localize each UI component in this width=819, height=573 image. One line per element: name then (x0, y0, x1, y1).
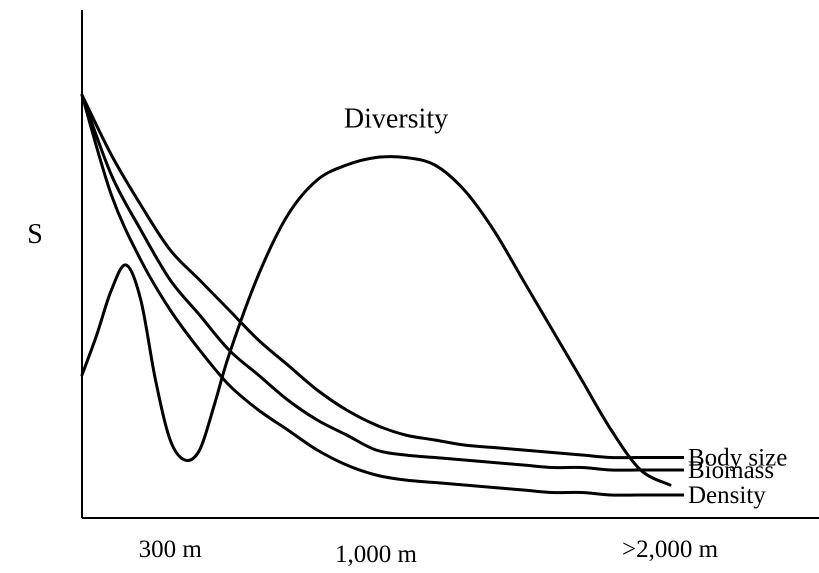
annotation-diversity: Diversity (344, 104, 448, 135)
annotations: Diversity (344, 104, 448, 135)
series-line-biomass (80, 93, 672, 472)
series-label-density: Density (688, 482, 766, 509)
series-label-biomass: Biomass (688, 457, 774, 484)
x-tick-label: 1,000 m (335, 541, 418, 568)
x-tick-labels: 300 m 1,000 m >2,000 m (139, 536, 719, 568)
x-tick-label: >2,000 m (622, 536, 719, 563)
series-label-body-size: Body size (688, 445, 787, 472)
series-layer (80, 93, 684, 497)
y-axis-label: S (27, 219, 43, 250)
series-line-density (80, 93, 672, 497)
x-tick-label: 300 m (139, 536, 203, 563)
series-line-diversity (80, 155, 672, 487)
series-line-body-size (80, 93, 672, 460)
